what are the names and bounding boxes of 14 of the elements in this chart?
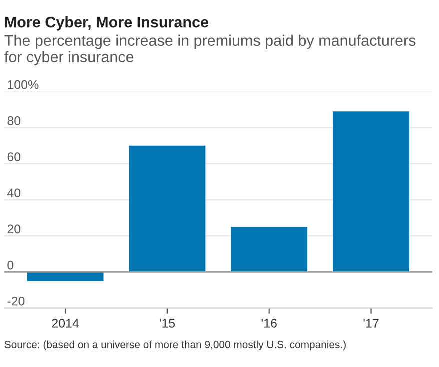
x-tick-label: '15	[160, 319, 176, 328]
y-tick-label: -20	[8, 296, 25, 306]
source-note: Source: (based on a universe of more than 9,000 mostly U.S. companies.)	[4, 340, 346, 350]
y-tick-label: 60	[8, 152, 21, 162]
chart-title: More Cyber, More Insurance	[5, 16, 208, 31]
y-tick-label: 80	[8, 116, 21, 126]
y-tick-label: 100%	[8, 80, 39, 90]
x-tick-label: '16	[262, 319, 277, 328]
y-tick-label: 20	[8, 224, 21, 234]
chart-subtitle: The percentage increase in premiums paid by manufacturers for cyber insurance	[4, 34, 416, 66]
y-tick-label: 40	[7, 188, 21, 198]
y-tick-label: 0	[8, 260, 14, 270]
x-tick-label: 2014	[52, 319, 80, 328]
x-tick-label: '17	[364, 319, 379, 328]
